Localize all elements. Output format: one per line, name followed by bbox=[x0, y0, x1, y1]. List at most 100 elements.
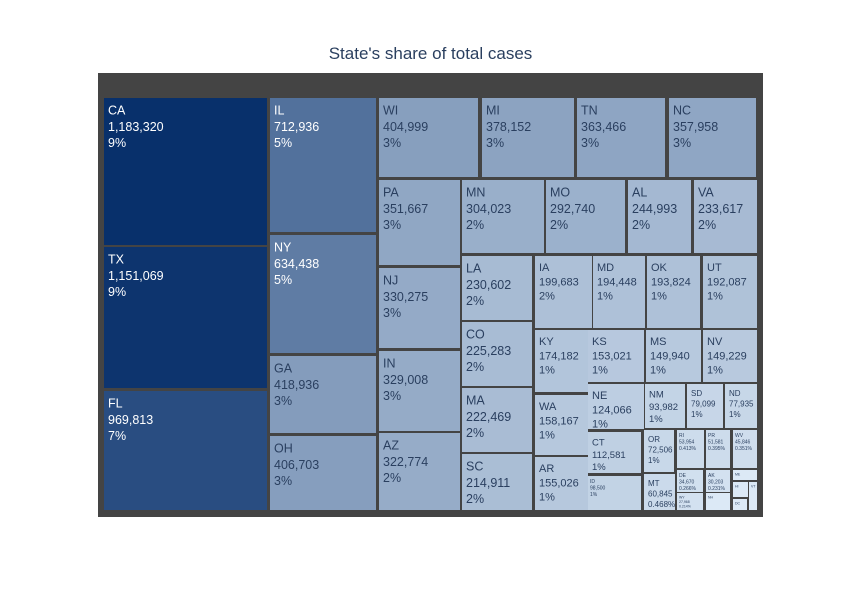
tile-wa[interactable]: WA 158,167 1% bbox=[535, 395, 588, 455]
tile-share-ks: 1% bbox=[592, 365, 608, 377]
tile-hi[interactable]: HI bbox=[733, 482, 748, 497]
tile-label-ct: CT bbox=[592, 438, 605, 449]
tile-il[interactable]: IL 712,936 5% bbox=[270, 98, 376, 232]
tile-label-nd: ND bbox=[729, 389, 741, 398]
tile-rect-pr bbox=[706, 430, 730, 468]
tile-ny[interactable]: NY 634,438 5% bbox=[270, 235, 376, 353]
tile-label-dc: DC bbox=[735, 502, 741, 506]
tile-rect-nj bbox=[379, 268, 460, 348]
tile-sc[interactable]: SC 214,911 2% bbox=[462, 454, 532, 510]
tile-md[interactable]: MD 194,448 1% bbox=[593, 256, 645, 328]
tile-label-fl: FL bbox=[108, 397, 123, 411]
tile-rect-nm bbox=[645, 384, 685, 428]
tile-ks[interactable]: KS 153,021 1% bbox=[588, 330, 644, 382]
tile-vt[interactable]: VT bbox=[749, 482, 757, 510]
tile-value-ca: 1,183,320 bbox=[108, 120, 164, 134]
tile-nc[interactable]: NC 357,958 3% bbox=[669, 98, 756, 177]
tile-rect-tx bbox=[104, 247, 267, 388]
tile-ms[interactable]: MS 149,940 1% bbox=[646, 330, 701, 382]
tile-rect-az bbox=[379, 433, 460, 510]
tile-mo[interactable]: MO 292,740 2% bbox=[546, 180, 625, 253]
tile-ok[interactable]: OK 193,824 1% bbox=[647, 256, 700, 328]
tile-value-ny: 634,438 bbox=[274, 257, 319, 271]
tile-me[interactable]: ME bbox=[733, 470, 757, 480]
tile-ia[interactable]: IA 199,683 2% bbox=[535, 256, 592, 328]
tile-label-nj: NJ bbox=[383, 274, 398, 288]
tile-rect-ms bbox=[646, 330, 701, 382]
tile-mi[interactable]: MI 378,152 3% bbox=[482, 98, 574, 177]
tile-nv[interactable]: NV 149,229 1% bbox=[703, 330, 757, 382]
tile-mn[interactable]: MN 304,023 2% bbox=[462, 180, 544, 253]
tile-label-nm: NM bbox=[649, 390, 664, 401]
tile-pa[interactable]: PA 351,667 3% bbox=[379, 180, 460, 265]
tile-share-ct: 1% bbox=[592, 462, 606, 473]
tile-tn[interactable]: TN 363,466 3% bbox=[577, 98, 665, 177]
tile-share-ar: 1% bbox=[539, 492, 555, 504]
tile-label-vt: VT bbox=[751, 485, 756, 489]
tile-label-hi: HI bbox=[735, 485, 739, 489]
tile-co[interactable]: CO 225,283 2% bbox=[462, 322, 532, 386]
tile-share-ma: 2% bbox=[466, 426, 484, 440]
tile-rect-ri bbox=[677, 430, 704, 468]
tile-tx[interactable]: TX 1,151,069 9% bbox=[104, 247, 267, 388]
tile-la[interactable]: LA 230,602 2% bbox=[462, 256, 532, 320]
tile-rect-ny bbox=[270, 235, 376, 353]
tile-fl[interactable]: FL 969,813 7% bbox=[104, 391, 267, 510]
tile-al[interactable]: AL 244,993 2% bbox=[628, 180, 691, 253]
tile-label-oh: OH bbox=[274, 442, 293, 456]
tile-ne[interactable]: NE 124,066 1% bbox=[588, 384, 644, 431]
tile-nj[interactable]: NJ 330,275 3% bbox=[379, 268, 460, 348]
tile-rect-me bbox=[733, 470, 757, 480]
tile-ma[interactable]: MA 222,469 2% bbox=[462, 388, 532, 452]
tile-share-ky: 1% bbox=[539, 365, 555, 377]
tile-ut[interactable]: UT 192,087 1% bbox=[703, 256, 757, 328]
tile-rect-nh bbox=[706, 493, 730, 510]
tile-share-co: 2% bbox=[466, 360, 484, 374]
tile-oh[interactable]: OH 406,703 3% bbox=[270, 436, 376, 510]
tile-ga[interactable]: GA 418,936 3% bbox=[270, 356, 376, 433]
tile-share-ri: 0.413% bbox=[679, 446, 697, 452]
tile-share-pr: 0.395% bbox=[708, 446, 726, 452]
tile-rect-va bbox=[694, 180, 757, 253]
tile-rect-ct bbox=[588, 432, 641, 473]
tile-nh[interactable]: NH bbox=[706, 493, 730, 510]
tile-value-ma: 222,469 bbox=[466, 410, 511, 424]
tile-rect-ne bbox=[588, 384, 644, 429]
tile-value-id: 98,500 bbox=[590, 486, 606, 492]
tile-label-sd: SD bbox=[691, 389, 702, 398]
tile-in[interactable]: IN 329,008 3% bbox=[379, 351, 460, 431]
tile-share-ga: 3% bbox=[274, 394, 292, 408]
tile-share-ut: 1% bbox=[707, 291, 723, 303]
tile-value-ak: 30,203 bbox=[708, 480, 724, 486]
tile-rect-ma bbox=[462, 388, 532, 452]
tile-az[interactable]: AZ 322,774 2% bbox=[379, 433, 460, 510]
tile-ar[interactable]: AR 155,026 1% bbox=[535, 457, 588, 510]
tile-ky[interactable]: KY 174,182 1% bbox=[535, 330, 588, 392]
tile-share-ak: 0.231% bbox=[708, 486, 726, 492]
tile-wi[interactable]: WI 404,999 3% bbox=[379, 98, 478, 177]
tile-share-az: 2% bbox=[383, 471, 401, 485]
tile-rect-id bbox=[588, 476, 641, 510]
tile-share-fl: 7% bbox=[108, 429, 126, 443]
tile-label-ri: RI bbox=[679, 433, 684, 439]
tile-rect-ia bbox=[535, 256, 592, 328]
tile-va[interactable]: VA 233,617 2% bbox=[694, 180, 757, 253]
tile-value-pr: 51,581 bbox=[708, 440, 724, 446]
tile-rect-ks bbox=[588, 330, 644, 382]
tile-label-ut: UT bbox=[707, 262, 722, 274]
tile-ca[interactable]: CA 1,183,320 9% bbox=[104, 98, 267, 245]
tile-dc[interactable]: DC bbox=[733, 499, 747, 510]
